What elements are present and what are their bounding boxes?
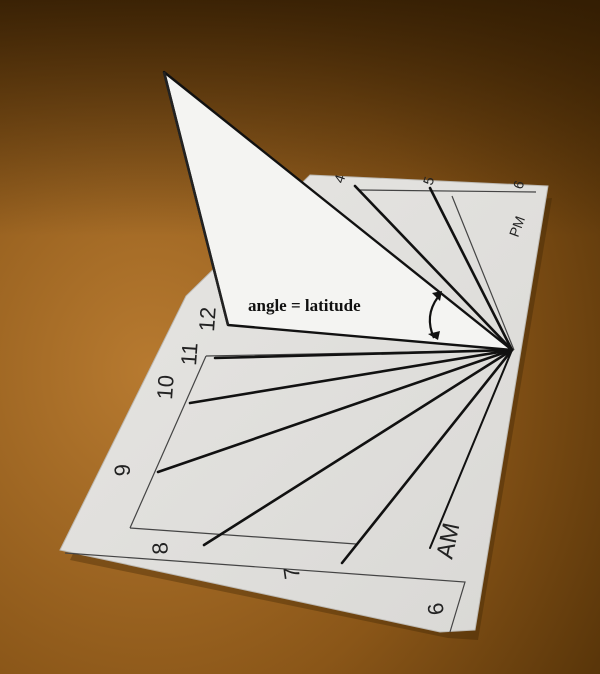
hour-line-6: [429, 349, 513, 549]
hour-line-9: [156, 348, 514, 474]
hour-line-4: [353, 184, 514, 352]
angle-caption: angle = latitude: [248, 296, 361, 315]
hour-line-11: [213, 348, 514, 360]
hour-label-9: 9: [110, 464, 135, 477]
angle-arrow-icon: [428, 291, 442, 340]
hour-line-8: [202, 348, 514, 547]
hour-line-5: [428, 186, 514, 352]
gnomon-shadow-edge: [162, 71, 230, 326]
pm-label: PM: [506, 214, 528, 239]
hour-label-8: 8: [147, 541, 173, 555]
hour-label-12: 12: [194, 306, 221, 332]
hour-label-6-am: 6: [422, 601, 448, 617]
hour-line-10: [188, 348, 514, 405]
hour-label-11: 11: [176, 342, 203, 367]
hour-line-7: [340, 348, 514, 565]
hour-label-7: 7: [278, 565, 304, 581]
hour-lines: [156, 184, 514, 565]
hour-label-10: 10: [152, 374, 179, 400]
